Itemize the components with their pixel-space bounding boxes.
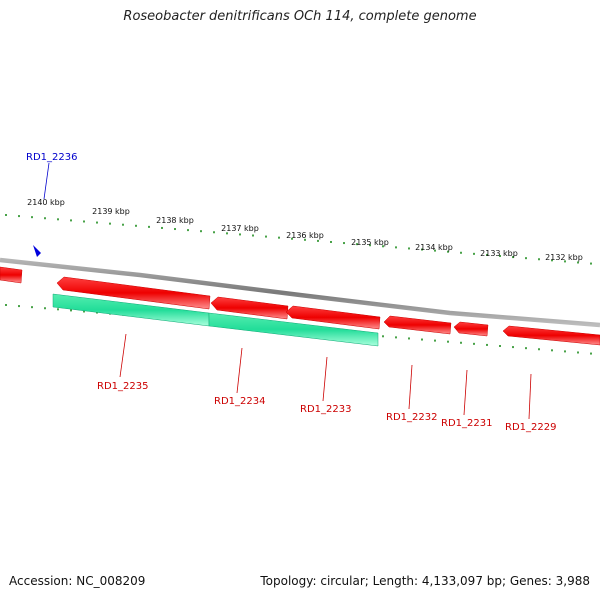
leader-line-rd1-2233 bbox=[322, 356, 328, 402]
gene-label-rd1-2234[interactable]: RD1_2234 bbox=[214, 396, 265, 407]
leader-line-rd1-2229 bbox=[528, 373, 532, 420]
kbp-label: 2133 kbp bbox=[480, 249, 518, 258]
leader-line-rd1-2231 bbox=[463, 369, 468, 416]
gene-arrow-rd1-2235[interactable] bbox=[56, 276, 211, 310]
kbp-label: 2134 kbp bbox=[415, 243, 453, 252]
leader-line-rd1-2234 bbox=[236, 347, 243, 394]
gene-bar-green-2[interactable] bbox=[208, 312, 379, 347]
gene-label-rd1-2229[interactable]: RD1_2229 bbox=[505, 422, 556, 433]
highlight-label[interactable]: RD1_2236 bbox=[26, 152, 77, 163]
kbp-label: 2135 kbp bbox=[351, 238, 389, 247]
kbp-ticks-upper bbox=[5, 214, 592, 265]
gene-features bbox=[0, 266, 600, 347]
genome-backbone bbox=[0, 257, 600, 328]
gene-arrow-offscreen[interactable] bbox=[0, 266, 23, 284]
kbp-labels: 2140 kbp 2139 kbp 2138 kbp 2137 kbp 2136 kbp… bbox=[27, 198, 583, 262]
gene-arrow-rd1-2231[interactable] bbox=[453, 321, 489, 337]
genome-summary-text: Topology: circular; Length: 4,133,097 bp… bbox=[260, 574, 590, 588]
kbp-label: 2137 kbp bbox=[221, 224, 259, 233]
kbp-label: 2139 kbp bbox=[92, 207, 130, 216]
gene-arrow-rd1-2233[interactable] bbox=[285, 305, 381, 330]
map-title: Roseobacter denitrificans OCh 114, compl… bbox=[123, 9, 477, 24]
kbp-label: 2136 kbp bbox=[286, 231, 324, 240]
gene-arrow-rd1-2229[interactable] bbox=[502, 325, 600, 346]
accession-text: Accession: NC_008209 bbox=[9, 574, 146, 588]
gene-label-rd1-2232[interactable]: RD1_2232 bbox=[386, 412, 437, 423]
gene-leader-lines bbox=[119, 333, 532, 420]
highlight-leader-line bbox=[43, 162, 50, 200]
gene-label-rd1-2233[interactable]: RD1_2233 bbox=[300, 404, 351, 415]
gene-arrow-rd1-2232[interactable] bbox=[383, 315, 452, 335]
kbp-label: 2132 kbp bbox=[545, 253, 583, 262]
gene-label-rd1-2231[interactable]: RD1_2231 bbox=[441, 418, 492, 429]
gene-label-rd1-2235[interactable]: RD1_2235 bbox=[97, 381, 148, 392]
leader-line-rd1-2235 bbox=[119, 333, 127, 378]
kbp-label: 2138 kbp bbox=[156, 216, 194, 225]
triangle-marker[interactable] bbox=[33, 245, 41, 257]
gene-labels: RD1_2235 RD1_2234 RD1_2233 RD1_2232 RD1_… bbox=[97, 381, 556, 433]
kbp-label: 2140 kbp bbox=[27, 198, 65, 207]
leader-line-rd1-2232 bbox=[408, 364, 413, 410]
